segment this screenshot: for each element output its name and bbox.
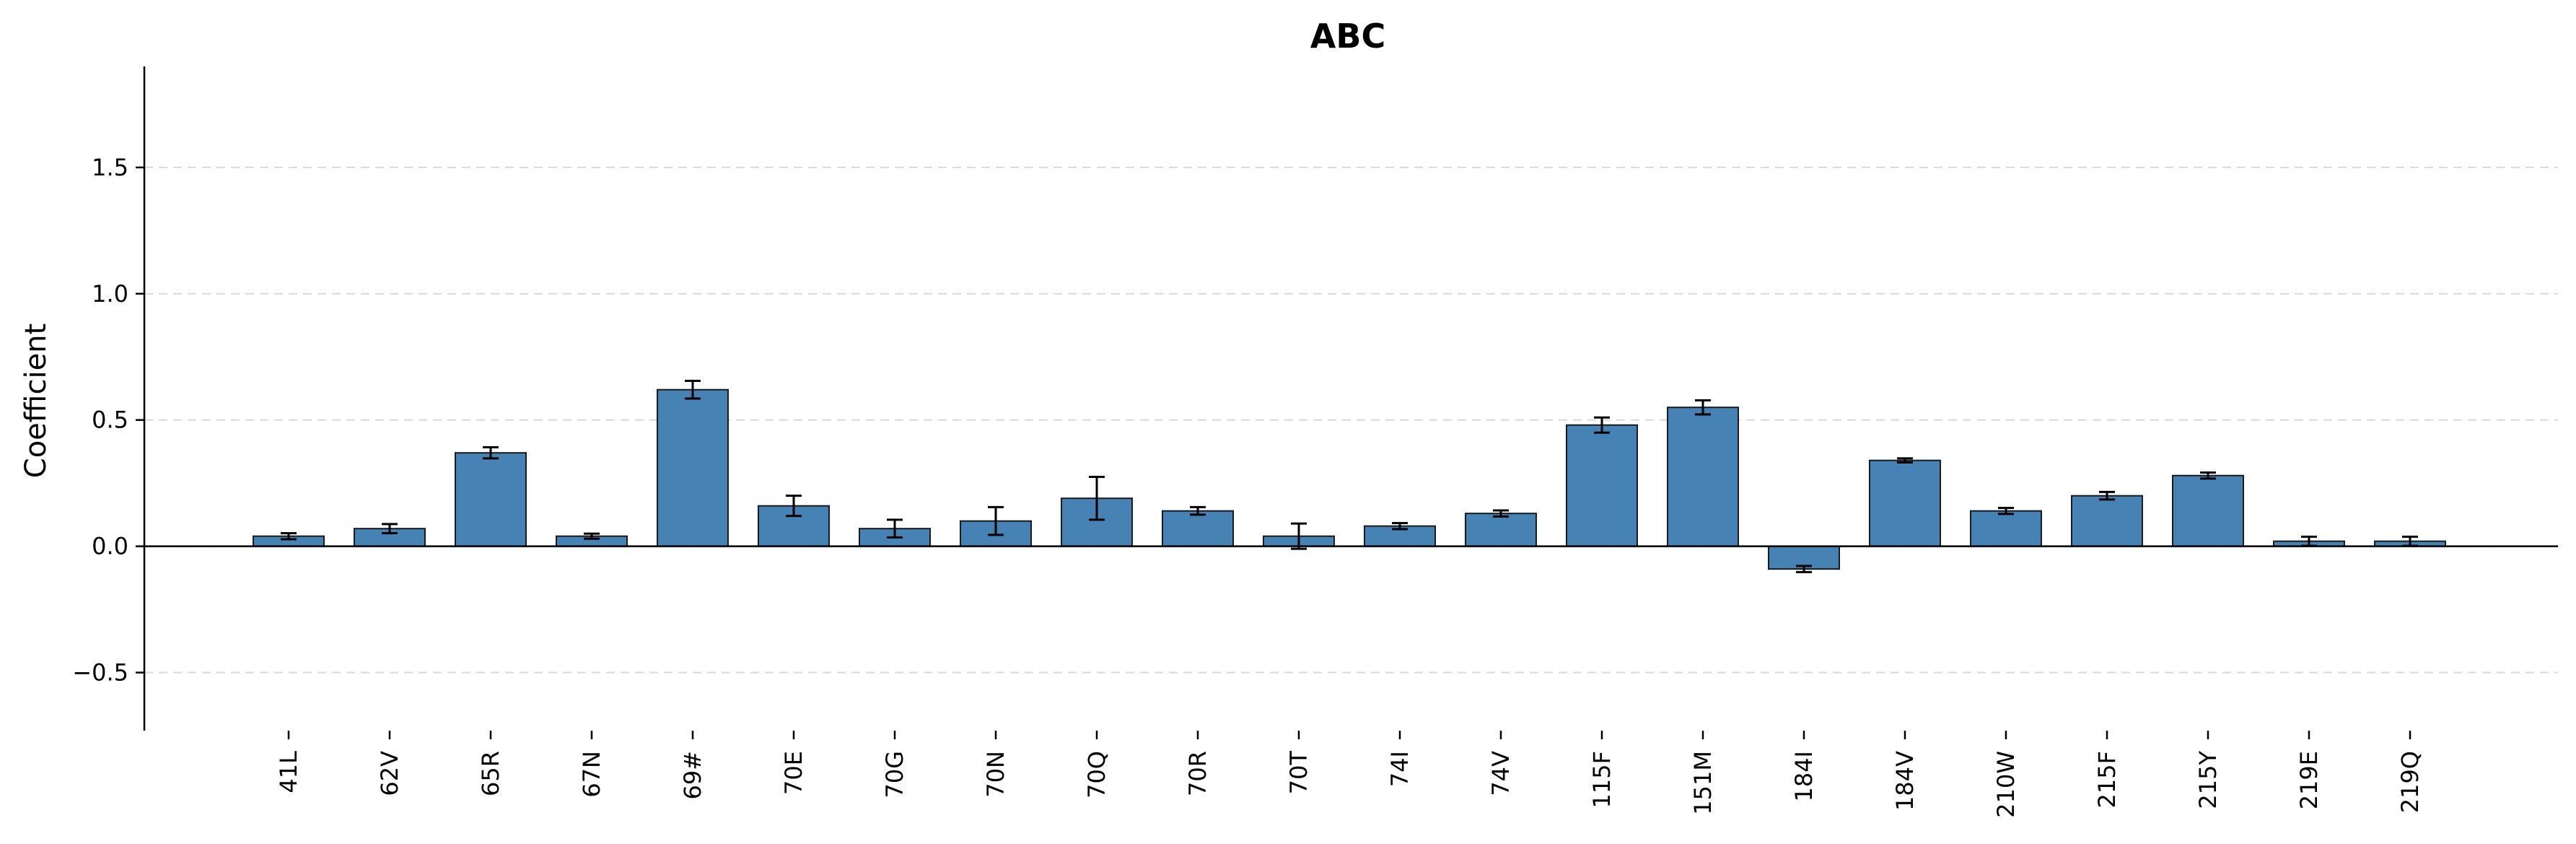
x-tick-label-70E: 70E	[780, 751, 807, 795]
x-tick-label-65R: 65R	[477, 751, 504, 796]
bar-184V	[1869, 459, 1941, 547]
bar-74V	[1465, 513, 1537, 547]
y-tick-label: 0.0	[92, 533, 128, 560]
bar-115F	[1566, 424, 1638, 547]
x-tick-label-184I: 184I	[1790, 751, 1818, 802]
error-bars	[281, 380, 2418, 573]
error-bar-151M	[1695, 399, 1711, 416]
error-bar-74I	[1392, 521, 1408, 531]
bar-70R	[1162, 510, 1234, 547]
x-tick-label-70R: 70R	[1184, 751, 1212, 796]
x-tick-label-115F: 115F	[1588, 751, 1616, 808]
x-tick-label-62V: 62V	[376, 751, 403, 796]
x-tick-label-219Q: 219Q	[2396, 751, 2424, 813]
error-bar-41L	[281, 531, 297, 541]
bar-215Y	[2172, 474, 2244, 547]
x-tick-label-70G: 70G	[881, 751, 908, 799]
error-bar-115F	[1594, 416, 1610, 434]
y-axis-label: Coefficient	[19, 323, 53, 478]
x-tick-label-70T: 70T	[1285, 751, 1313, 795]
y-tick-label: 0.5	[92, 406, 128, 434]
chart-title: ABC	[1310, 17, 1385, 56]
x-tick-label-70Q: 70Q	[1083, 751, 1110, 799]
error-bar-215F	[2099, 490, 2115, 501]
error-bar-215Y	[2200, 471, 2216, 480]
x-tick-label-69#: 69#	[679, 751, 706, 800]
y-tick-label: 1.0	[92, 280, 128, 308]
x-tick-label-210W: 210W	[1992, 751, 2020, 818]
grid-lines	[144, 166, 2558, 674]
x-ticks: 41L 62V 65R 67N 69# 70E 70G 70N 70Q 70R 70T 74I 74V 1…	[275, 731, 2424, 818]
error-bar-70T	[1291, 522, 1307, 550]
error-bar-184I	[1796, 565, 1812, 573]
x-tick-label-151M: 151M	[1689, 751, 1717, 815]
x-tick-label-219E: 219E	[2295, 751, 2323, 809]
bar-210W	[1970, 510, 2042, 547]
x-tick-label-184V: 184V	[1891, 751, 1919, 811]
axes	[143, 66, 2558, 731]
error-bar-210W	[1998, 506, 2014, 515]
y-ticks: −0.5 0.0 0.5 1.0 1.5	[72, 154, 144, 687]
bar-69#	[657, 388, 729, 547]
x-tick-label-74I: 74I	[1386, 751, 1414, 787]
error-bar-70Q	[1089, 475, 1105, 521]
error-bar-70R	[1190, 505, 1206, 516]
error-bar-70E	[786, 495, 802, 518]
bar-65R	[455, 452, 527, 547]
error-bar-74V	[1493, 509, 1509, 518]
x-tick-label-215F: 215F	[2093, 751, 2121, 808]
error-bar-70G	[887, 518, 903, 539]
bar-151M	[1667, 406, 1739, 547]
error-bar-70N	[988, 505, 1004, 536]
y-tick-label: 1.5	[92, 154, 128, 181]
y-tick-label: −0.5	[72, 659, 128, 687]
error-bar-65R	[483, 446, 499, 460]
x-tick-label-74V: 74V	[1487, 751, 1515, 796]
x-tick-label-67N: 67N	[578, 751, 605, 798]
bar-215F	[2071, 495, 2143, 547]
error-bar-69#	[685, 380, 701, 400]
x-tick-label-215Y: 215Y	[2194, 751, 2222, 809]
bars	[253, 388, 2446, 570]
error-bar-184V	[1897, 457, 1913, 464]
x-tick-label-41L: 41L	[275, 751, 302, 793]
x-tick-label-70N: 70N	[982, 751, 1009, 798]
error-bar-62V	[382, 523, 398, 534]
error-bar-67N	[584, 532, 600, 540]
